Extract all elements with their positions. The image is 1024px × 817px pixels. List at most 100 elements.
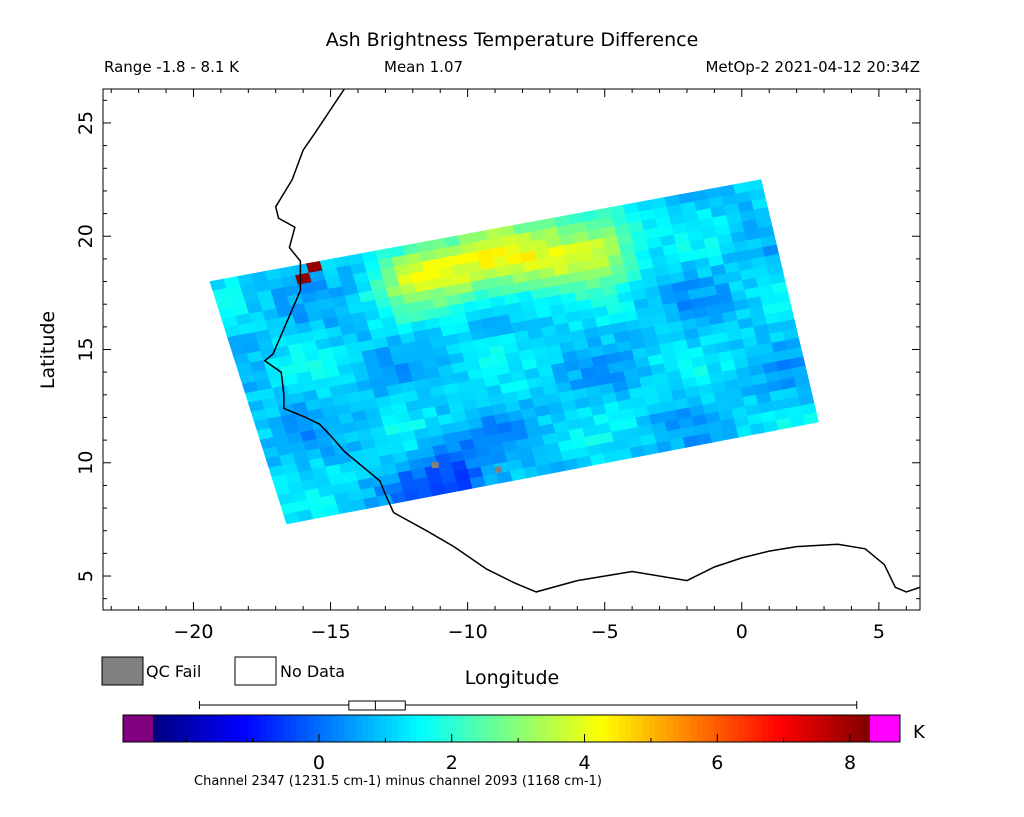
colorbar-segment [535,715,542,742]
swath-pixel [549,460,567,474]
colorbar-segment [403,715,411,742]
colorbar-segment [654,715,662,742]
colorbar-segment [487,715,495,742]
no-data-label: No Data [280,662,345,681]
colorbar-segment [392,715,399,742]
colorbar-segment [768,715,775,742]
qc-fail-label: QC Fail [146,662,201,681]
swath-pixel [602,450,620,464]
colorbar-segment [284,715,292,742]
colorbar-segment [350,715,357,742]
x-tick-label: 0 [736,621,748,643]
y-tick-label: 15 [75,337,97,361]
colorbar-segment [457,715,465,742]
colorbar-segment [505,715,513,742]
x-tick-label: −20 [173,621,213,643]
colorbar-segment [380,715,387,742]
colorbar-segment [636,715,644,742]
colorbar-segment [433,715,441,742]
colorbar-segment [660,715,668,742]
swath-layer [209,179,819,525]
colorbar-segment [738,715,746,742]
colorbar-segment [475,715,483,742]
colorbar-segment [642,715,650,742]
colorbar-segment [804,715,811,742]
colorbar-segment [780,715,787,742]
qc-fail-swatch [101,656,144,686]
colorbar-segment [631,715,638,742]
colorbar-segment [266,715,274,742]
colorbar-segment [445,715,453,742]
colorbar-segment [559,715,566,742]
colorbar-segment [463,715,471,742]
colorbar-segment [451,715,459,742]
colorbar-segment [523,715,531,742]
colorbar-segment [553,715,560,742]
colorbar: 0 2 4 6 8 [122,700,901,774]
colorbar-segment [344,715,351,742]
colorbar-segment [601,715,608,742]
colorbar-segment [529,715,536,742]
colorbar-segment [176,715,184,742]
swath-pixel [696,432,713,446]
colorbar-segment [397,715,405,742]
colorbar-segment [619,715,626,742]
colorbar-segment [714,715,722,742]
colorbar-segment [439,715,447,742]
swath-pixel [629,445,647,459]
colorbar-segment [648,715,656,742]
y-tick-label: 25 [75,111,97,135]
colorbar-segment [726,715,734,742]
colorbar-segment [218,715,226,742]
colorbar-segment [822,715,829,742]
colorbar-tick-label: 2 [446,752,458,774]
x-axis-label: Longitude [465,667,560,689]
colorbar-segment [607,715,614,742]
colorbar-segment [684,715,692,742]
colorbar-segment [589,715,596,742]
colorbar-segment [260,715,268,742]
colorbar-caption: Channel 2347 (1231.5 cm-1) minus channel… [194,774,602,789]
colorbar-segment [481,715,489,742]
colorbar-segment [511,715,519,742]
colorbar-tick-label: 8 [844,752,856,774]
swath-pixel [776,417,793,430]
colorbar-segment [356,715,363,742]
colorbar-segment [810,715,817,742]
colorbar-unit: K [913,722,926,743]
colorbar-segment [332,715,339,742]
x-tick-label: 5 [873,621,885,643]
colorbar-segment [206,715,214,742]
colorbar-segment [302,715,309,742]
colorbar-segment [864,715,871,742]
colorbar-segment [840,715,847,742]
colorbar-segment [517,715,525,742]
colorbar-segment [541,715,548,742]
colorbar-segment [296,715,303,742]
colorbar-segment [188,715,196,742]
colorbar-segment [314,715,321,742]
colorbar-segment [338,715,345,742]
colorbar-segment [386,715,393,742]
y-tick-label: 20 [75,224,97,248]
y-tick-label: 5 [75,570,97,582]
colorbar-segment [368,715,375,742]
colorbar-segment [278,715,286,742]
colorbar-segment [750,715,758,742]
colorbar-segment [828,715,835,742]
swath-pixel [682,435,700,448]
colorbar-segment [858,715,865,742]
x-tick-label: −10 [448,621,488,643]
colorbar-segment [374,715,381,742]
colorbar-segment [577,715,584,742]
colorbar-segment [720,715,728,742]
colorbar-segment [613,715,620,742]
colorbar-segment [571,715,578,742]
colorbar-tick-label: 0 [313,752,325,774]
colorbar-segment [427,715,435,742]
swath-pixel [722,427,740,441]
colorbar-segment [816,715,823,742]
mean-text: Mean 1.07 [384,58,463,76]
colorbar-segment [834,715,841,742]
